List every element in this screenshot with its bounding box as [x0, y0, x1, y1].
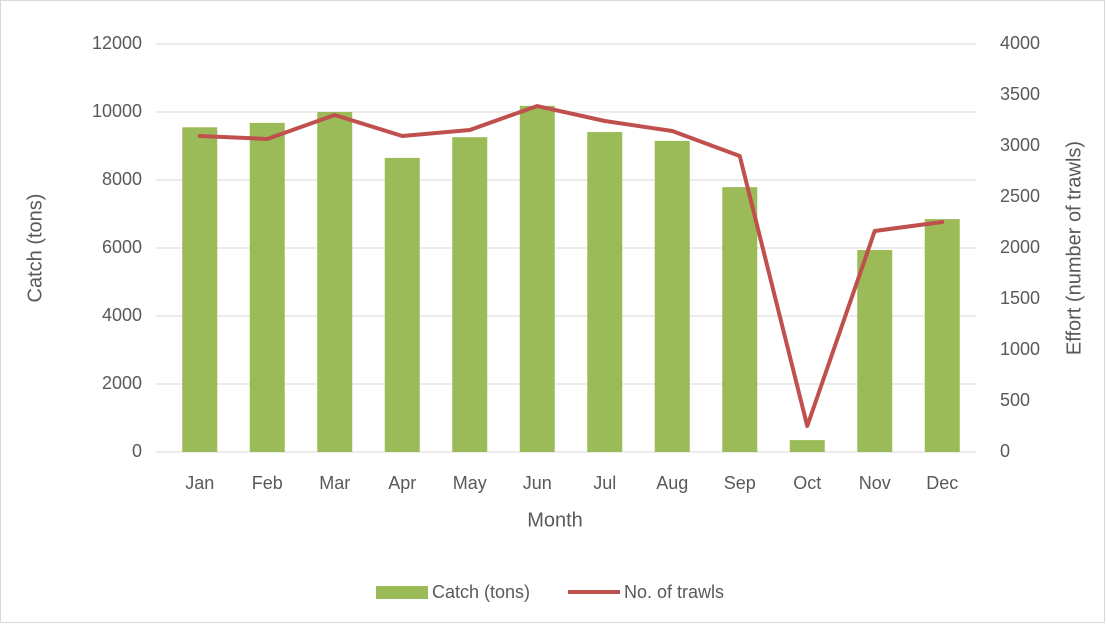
- y2-axis-title: Effort (number of trawls): [1063, 141, 1085, 355]
- bar: [654, 140, 690, 452]
- y2-tick-label: 2500: [1000, 186, 1040, 206]
- y-tick-label: 2000: [102, 373, 142, 393]
- bar: [384, 157, 420, 452]
- y-tick-label: 8000: [102, 169, 142, 189]
- bar: [722, 187, 758, 452]
- x-tick-label: Nov: [859, 473, 891, 493]
- y2-tick-label: 2000: [1000, 237, 1040, 257]
- x-tick-label: Feb: [252, 473, 283, 493]
- legend-label: No. of trawls: [624, 582, 724, 602]
- y-tick-label: 0: [132, 441, 142, 461]
- bar: [452, 137, 488, 452]
- x-tick-label: Jan: [185, 473, 214, 493]
- x-tick-label: Sep: [724, 473, 756, 493]
- y-tick-label: 10000: [92, 101, 142, 121]
- x-tick-label: Dec: [926, 473, 958, 493]
- y-tick-label: 4000: [102, 305, 142, 325]
- bar: [587, 132, 623, 452]
- y-axis-title: Catch (tons): [24, 194, 46, 303]
- bar: [789, 440, 825, 452]
- x-tick-label: Apr: [388, 473, 416, 493]
- legend-label: Catch (tons): [432, 582, 530, 602]
- x-tick-label: Jun: [523, 473, 552, 493]
- bar: [182, 127, 218, 453]
- y-tick-label: 12000: [92, 33, 142, 53]
- y2-tick-label: 4000: [1000, 33, 1040, 53]
- bar: [519, 105, 555, 452]
- line: [197, 104, 945, 428]
- x-tick-label: Mar: [319, 473, 350, 493]
- bar: [924, 219, 960, 452]
- y2-tick-label: 1500: [1000, 288, 1040, 308]
- bar: [317, 112, 353, 452]
- y2-tick-label: 0: [1000, 441, 1010, 461]
- x-axis-title: Month: [527, 509, 583, 531]
- x-tick-label: May: [453, 473, 487, 493]
- x-tick-label: Oct: [793, 473, 821, 493]
- x-tick-label: Aug: [656, 473, 688, 493]
- x-tick-label: Jul: [593, 473, 616, 493]
- y-tick-label: 6000: [102, 237, 142, 257]
- y2-tick-label: 3000: [1000, 135, 1040, 155]
- bar: [857, 250, 893, 452]
- y2-tick-label: 3500: [1000, 84, 1040, 104]
- bar: [249, 122, 285, 452]
- legend-swatch: [376, 586, 428, 599]
- y2-tick-label: 500: [1000, 390, 1030, 410]
- y2-tick-label: 1000: [1000, 339, 1040, 359]
